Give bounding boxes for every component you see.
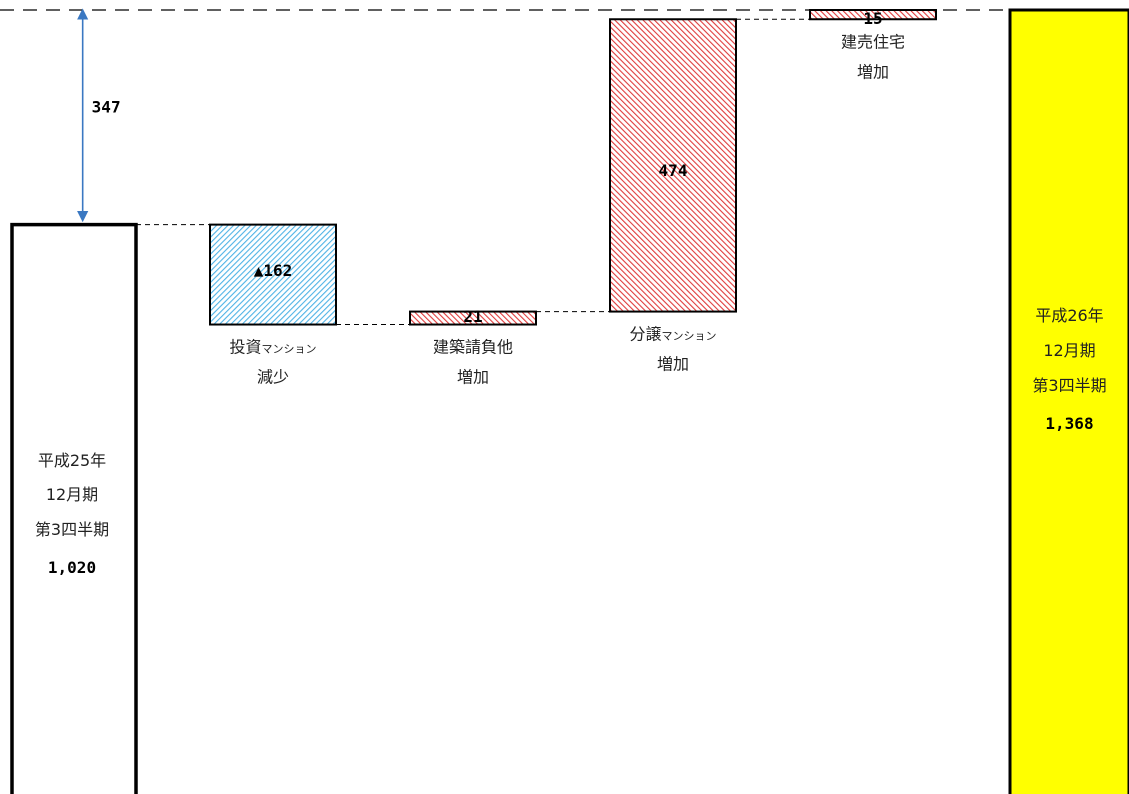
waterfall-bar-1 <box>209 223 337 326</box>
category-label-line2-1: 減少 <box>257 368 289 387</box>
category-label-3: 分譲マンション <box>629 325 716 344</box>
category-label-line2-4: 増加 <box>857 62 889 81</box>
category-label-line2-2: 増加 <box>457 368 489 387</box>
total-label-5-line-0: 平成26年 <box>1035 306 1103 325</box>
category-label-line2-3: 増加 <box>657 355 689 374</box>
total-value-0: 1,020 <box>48 558 96 577</box>
waterfall-bar-2 <box>409 310 537 326</box>
waterfall-bar-4 <box>809 9 937 21</box>
total-label-5-line-2: 第3四半期 <box>1032 376 1106 395</box>
waterfall-bar-0 <box>10 222 138 794</box>
waterfall-bar-3 <box>609 18 737 313</box>
value-label-4: 15 <box>863 9 882 28</box>
category-label-2: 建築請負他 <box>433 338 513 357</box>
total-label-0-line-0: 平成25年 <box>38 451 106 470</box>
total-label-5-line-1: 12月期 <box>1043 341 1095 360</box>
total-value-5: 1,368 <box>1045 414 1093 433</box>
total-label-0-line-1: 12月期 <box>46 485 98 504</box>
total-label-0-line-2: 第3四半期 <box>35 520 109 539</box>
category-label-4: 建売住宅 <box>841 32 905 51</box>
value-label-3: 474 <box>659 161 688 180</box>
value-label-2: 21 <box>463 307 482 326</box>
difference-label: 347 <box>92 97 121 116</box>
category-label-1: 投資マンション <box>229 338 316 357</box>
value-label-1: ▲162 <box>254 261 293 280</box>
waterfall-bar-5 <box>1008 8 1129 794</box>
